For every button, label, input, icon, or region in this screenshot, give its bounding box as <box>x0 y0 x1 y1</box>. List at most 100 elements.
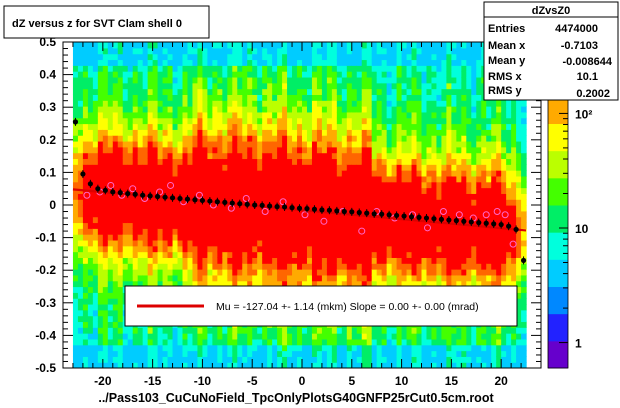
heat-cell <box>137 106 144 113</box>
heat-cell <box>222 152 228 160</box>
heat-cell <box>247 251 253 258</box>
heat-cell <box>461 152 467 160</box>
heat-cell <box>117 303 124 311</box>
heat-cell <box>311 234 318 241</box>
heat-cell <box>102 140 109 148</box>
heat-cell <box>172 362 179 368</box>
heat-cell <box>426 187 433 194</box>
heat-cell <box>167 251 174 258</box>
heat-cell <box>386 338 393 346</box>
heat-cell <box>282 274 288 282</box>
heat-cell <box>351 170 358 177</box>
heat-cell <box>336 239 343 247</box>
heat-cell <box>306 71 313 78</box>
heat-cell <box>321 239 328 247</box>
heat-cell <box>297 274 303 282</box>
heat-cell <box>277 350 283 357</box>
heat-cell <box>376 234 383 241</box>
heat-cell <box>371 269 378 276</box>
heat-cell <box>172 251 179 258</box>
heat-cell <box>177 71 184 78</box>
heat-cell <box>321 100 328 107</box>
heat-cell <box>401 338 408 346</box>
heat-cell <box>207 181 213 189</box>
heat-cell <box>237 356 243 363</box>
heat-cell <box>441 106 447 113</box>
heat-cell <box>182 164 189 171</box>
heat-cell <box>496 158 502 165</box>
heat-cell <box>371 263 378 270</box>
heat-cell <box>406 333 413 340</box>
heat-cell <box>97 239 104 247</box>
heat-cell <box>466 239 472 247</box>
heat-cell <box>227 263 233 270</box>
heat-cell <box>486 158 492 165</box>
heat-cell <box>441 199 447 206</box>
heat-cell <box>401 175 408 183</box>
heat-cell <box>426 42 433 49</box>
heat-cell <box>227 164 233 171</box>
heat-cell <box>197 210 204 218</box>
heat-cell <box>117 152 124 160</box>
heat-cell <box>157 251 164 258</box>
heat-cell <box>461 239 467 247</box>
heat-cell <box>252 158 258 165</box>
heat-cell <box>371 193 378 200</box>
heat-cell <box>371 158 378 165</box>
heat-cell <box>426 251 433 258</box>
heat-cell <box>267 350 273 357</box>
heat-cell <box>202 65 208 72</box>
heat-cell <box>426 94 433 101</box>
heat-cell <box>277 146 283 154</box>
heat-cell <box>431 338 438 346</box>
heat-cell <box>386 175 393 183</box>
heat-cell <box>486 216 492 224</box>
heat-cell <box>396 53 403 61</box>
heat-cell <box>217 356 223 363</box>
heat-cell <box>326 344 333 352</box>
heat-cell <box>177 228 184 235</box>
heat-cell <box>371 117 378 125</box>
heat-cell <box>302 274 308 282</box>
heat-cell <box>511 106 517 113</box>
heat-cell <box>252 76 258 84</box>
heat-cell <box>132 350 139 357</box>
heat-cell <box>461 350 467 357</box>
heat-cell <box>321 106 328 113</box>
heat-cell <box>491 123 497 130</box>
heat-cell <box>401 82 408 90</box>
heat-cell <box>346 53 353 61</box>
heat-cell <box>297 344 303 352</box>
heat-cell <box>321 269 328 276</box>
heat-cell <box>247 344 253 352</box>
heat-cell <box>501 269 507 276</box>
heat-cell <box>262 158 268 165</box>
heat-cell <box>481 129 487 136</box>
heat-cell <box>282 88 288 95</box>
heat-cell <box>212 257 218 264</box>
heat-cell <box>167 170 174 177</box>
heat-cell <box>132 111 139 119</box>
heat-cell <box>97 65 104 72</box>
heat-cell <box>137 362 144 368</box>
heat-cell <box>461 228 467 235</box>
heat-cell <box>331 228 338 235</box>
heat-cell <box>406 228 413 235</box>
heat-cell <box>336 47 343 55</box>
heat-cell <box>212 210 218 218</box>
heat-cell <box>436 76 443 84</box>
heat-cell <box>97 140 104 148</box>
heat-cell <box>336 338 343 346</box>
heat-cell <box>481 257 487 264</box>
heat-cell <box>481 164 487 171</box>
heat-cell <box>242 333 248 340</box>
heat-cell <box>346 274 353 282</box>
heat-cell <box>416 263 423 270</box>
heat-cell <box>471 338 477 346</box>
heat-cell <box>476 146 482 154</box>
heat-cell <box>456 42 462 49</box>
heat-cell <box>122 164 129 171</box>
heat-cell <box>436 88 443 95</box>
heat-cell <box>207 65 213 72</box>
heat-cell <box>371 94 378 101</box>
